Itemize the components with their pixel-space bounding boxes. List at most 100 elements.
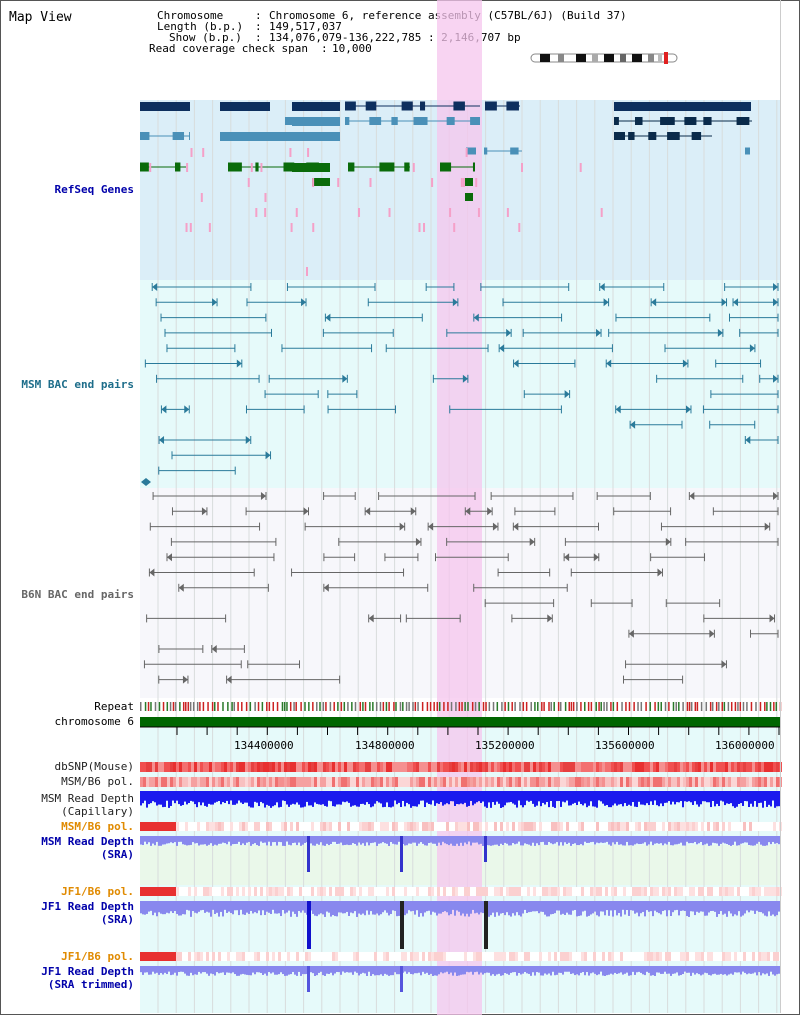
read-depth-bar — [178, 966, 180, 972]
polymorphism-strip — [413, 952, 416, 961]
read-depth-bar — [536, 966, 538, 973]
polymorphism-strip — [407, 822, 410, 831]
polymorphism-strip — [302, 762, 305, 772]
polymorphism-strip — [368, 777, 371, 787]
repeat-mark — [192, 702, 195, 711]
label-msm-depth-cap-2[interactable]: (Capillary) — [61, 805, 134, 818]
read-depth-bar — [396, 791, 398, 805]
polymorphism-strip — [689, 777, 692, 787]
read-depth-bar — [470, 966, 472, 972]
polymorphism-strip — [215, 952, 218, 961]
repeat-mark — [187, 702, 190, 711]
read-depth-bar — [678, 791, 680, 803]
read-depth-bar — [182, 966, 184, 972]
polymorphism-strip — [608, 777, 611, 787]
read-depth-bar — [612, 966, 614, 975]
polymorphism-strip — [215, 822, 218, 831]
polymorphism-strip — [182, 762, 185, 772]
polymorphism-strip — [515, 762, 518, 772]
read-depth-bar — [266, 791, 268, 805]
polymorphism-strip — [305, 777, 308, 787]
read-depth-bar — [558, 791, 560, 801]
polymorphism-strip — [362, 822, 365, 831]
chromosome-ideogram[interactable] — [528, 52, 682, 64]
read-depth-bar — [176, 791, 178, 801]
label-b6n-bac[interactable]: B6N BAC end pairs — [21, 588, 134, 601]
polymorphism-strip — [722, 952, 725, 961]
read-depth-bar — [140, 901, 142, 914]
repeat-mark — [402, 702, 404, 711]
label-jf1-b6-pol-2[interactable]: JF1/B6 pol. — [61, 950, 134, 963]
label-jf1-depth-trim-1[interactable]: JF1 Read Depth — [41, 965, 134, 978]
read-depth-bar — [240, 901, 242, 910]
read-depth-bar — [668, 836, 670, 842]
read-depth-bar — [334, 966, 336, 974]
read-depth-bar — [406, 966, 408, 974]
read-depth-bar — [318, 836, 320, 845]
polymorphism-strip — [761, 822, 764, 831]
read-depth-bar — [320, 836, 322, 843]
read-depth-bar — [264, 791, 266, 808]
read-depth-bar — [246, 836, 248, 843]
label-refseq-genes[interactable]: RefSeq Genes — [54, 183, 134, 196]
label-jf1-depth-sra-1[interactable]: JF1 Read Depth — [41, 900, 134, 913]
polymorphism-strip — [233, 887, 236, 896]
polymorphism-strip — [248, 762, 251, 772]
polymorphism-strip — [404, 952, 407, 961]
polymorphism-strip — [674, 777, 677, 787]
label-jf1-depth-sra-2[interactable]: (SRA) — [100, 913, 134, 926]
repeat-mark — [150, 702, 152, 711]
label-msm-depth-sra-2[interactable]: (SRA) — [100, 848, 134, 861]
polymorphism-strip — [446, 777, 449, 787]
read-depth-bar — [554, 966, 556, 976]
polymorphism-strip — [224, 952, 227, 961]
read-depth-bar — [668, 966, 670, 974]
polymorphism-strip — [140, 887, 176, 896]
read-depth-bar — [768, 966, 770, 976]
read-depth-bar — [686, 836, 688, 842]
read-depth-bar — [142, 791, 144, 804]
read-depth-bar — [288, 836, 290, 845]
read-depth-bar — [742, 791, 744, 806]
read-depth-bar — [372, 901, 374, 915]
read-depth-bar — [528, 836, 530, 845]
label-jf1-b6-pol-1[interactable]: JF1/B6 pol. — [61, 885, 134, 898]
polymorphism-strip — [359, 952, 362, 961]
read-depth-bar — [586, 836, 588, 843]
read-depth-bar — [296, 966, 298, 976]
read-depth-bar — [778, 836, 780, 845]
read-depth-bar — [154, 966, 156, 974]
read-depth-bar — [144, 836, 146, 842]
polymorphism-strip — [215, 777, 218, 787]
label-msm-depth-cap-1[interactable]: MSM Read Depth — [41, 792, 134, 805]
label-msm-b6-pol-cap[interactable]: MSM/B6 pol. — [61, 775, 134, 788]
label-msm-depth-sra-1[interactable]: MSM Read Depth — [41, 835, 134, 848]
read-depth-bar — [148, 836, 150, 843]
read-depth-bar — [292, 836, 294, 843]
polymorphism-strip — [305, 822, 308, 831]
read-depth-bar — [214, 901, 216, 915]
polymorphism-strip — [218, 887, 221, 896]
read-depth-bar — [620, 836, 622, 845]
polymorphism-strip — [479, 952, 482, 961]
label-msm-bac[interactable]: MSM BAC end pairs — [21, 378, 134, 391]
read-depth-bar — [638, 966, 640, 972]
polymorphism-strip — [761, 952, 764, 961]
repeat-mark — [723, 702, 726, 711]
label-jf1-depth-trim-2[interactable]: (SRA trimmed) — [47, 978, 134, 991]
polymorphism-strip — [329, 762, 332, 772]
polymorphism-strip — [203, 822, 206, 831]
polymorphism-strip — [596, 822, 599, 831]
read-depth-bar — [618, 966, 620, 974]
label-msm-b6-pol-sra[interactable]: MSM/B6 pol. — [61, 820, 134, 833]
read-depth-spike — [307, 966, 310, 992]
read-depth-bar — [326, 901, 328, 912]
read-depth-bar — [376, 791, 378, 802]
gene-exon — [174, 162, 181, 172]
repeat-mark — [640, 702, 643, 711]
label-dbsnp[interactable]: dbSNP(Mouse) — [54, 760, 134, 773]
polymorphism-strip — [557, 887, 560, 896]
read-depth-bar — [254, 901, 256, 913]
polymorphism-strip — [458, 887, 461, 896]
